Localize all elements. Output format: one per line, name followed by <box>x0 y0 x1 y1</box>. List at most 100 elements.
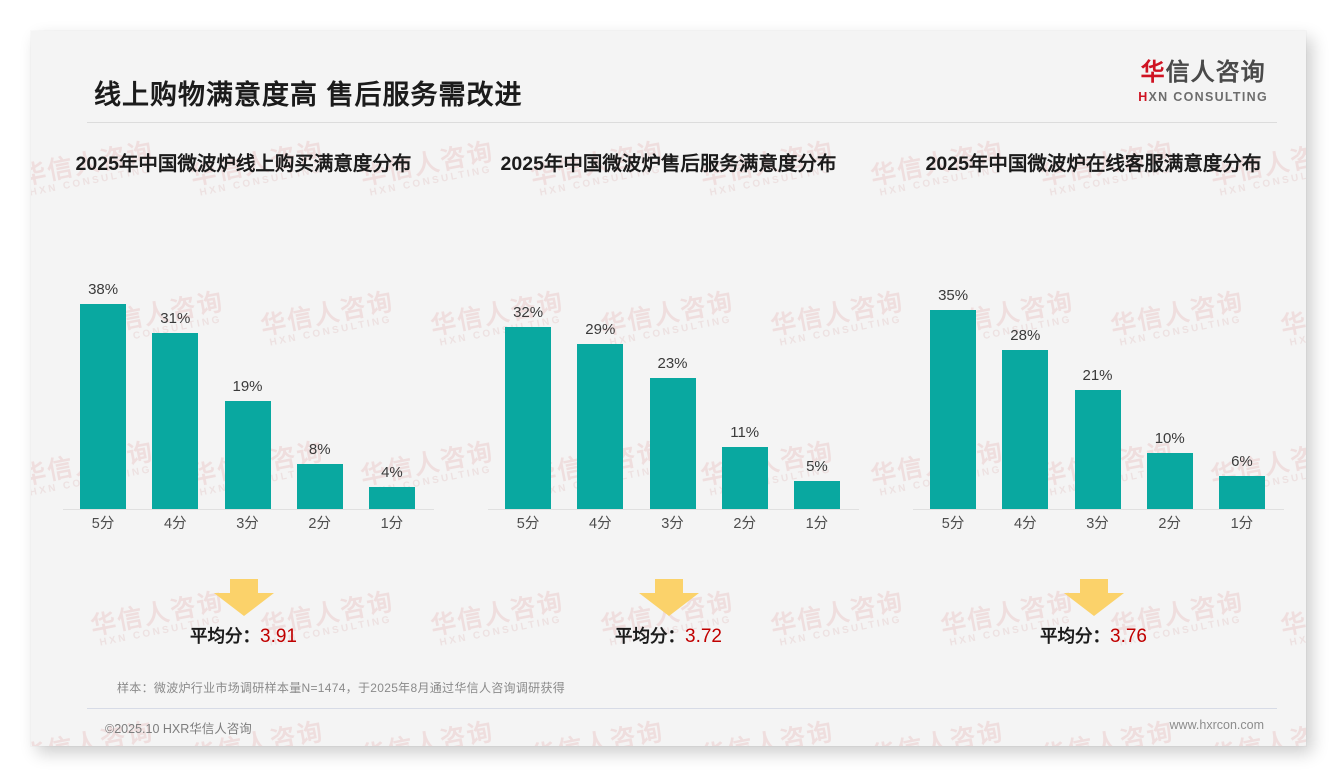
average-score-value: 3.91 <box>260 626 297 647</box>
average-score-block: 平均分：3.91 <box>31 579 456 648</box>
bar[interactable] <box>1074 390 1121 510</box>
bar[interactable] <box>1146 453 1193 510</box>
down-arrow-icon <box>213 579 274 616</box>
watermark-chinese: 华信人咨询 <box>868 717 1007 746</box>
watermark-english: HXN CONSULTING <box>704 744 839 746</box>
chart-panel-1: 2025年中国微波炉线上购买满意度分布 38% 31% 19% 8% 4% 5分 4分 3分 2分… <box>31 151 456 671</box>
bar-slot[interactable]: 10% <box>1134 281 1206 510</box>
bar[interactable] <box>368 487 415 510</box>
chart-plot-area: 38% 31% 19% 8% 4% 5分 4分 3分 2分 1分 <box>63 281 434 536</box>
footer-divider <box>87 708 1277 709</box>
watermark-chinese: 华信人咨询 <box>528 717 667 746</box>
x-tick-label: 5分 <box>91 516 115 532</box>
arrow-container <box>456 579 881 619</box>
chart-plot-area: 35% 28% 21% 10% 6% 5分 4分 3分 2分 1分 <box>913 281 1284 536</box>
charts-row: 2025年中国微波炉线上购买满意度分布 38% 31% 19% 8% 4% 5分 4分 3分 2分… <box>31 151 1306 671</box>
bar-slot[interactable]: 19% <box>211 281 283 510</box>
x-tick-label: 4分 <box>1014 516 1037 532</box>
bar-slot[interactable]: 35% <box>917 281 989 510</box>
average-score-label: 平均分： <box>190 626 260 646</box>
x-axis-tick-labels: 5分 4分 3分 2分 1分 <box>492 512 853 536</box>
x-axis-line <box>63 509 434 510</box>
bar-value-label: 28% <box>1010 327 1041 344</box>
slide-card: 华信人咨询 HXN CONSULTING 华信人咨询 HXN CONSULTING 华信… <box>31 31 1306 746</box>
bar[interactable] <box>505 327 552 510</box>
down-arrow-icon <box>1063 579 1124 616</box>
watermark-english: HXN CONSULTING <box>1044 744 1179 746</box>
bar-value-label: 32% <box>513 304 544 321</box>
bar-slot[interactable]: 5% <box>781 281 853 510</box>
bar-slot[interactable]: 32% <box>492 281 564 510</box>
bar[interactable] <box>649 378 696 510</box>
watermark-chinese: 华信人咨询 <box>358 717 497 746</box>
logo-chinese-first-char: 华 <box>1140 59 1166 86</box>
bar[interactable] <box>1002 350 1049 510</box>
bar[interactable] <box>224 401 271 510</box>
chart-panel-2: 2025年中国微波炉售后服务满意度分布 32% 29% 23% 11% 5% 5分 4分 3分 2… <box>456 151 881 671</box>
bar[interactable] <box>1218 476 1265 510</box>
bar-value-label: 10% <box>1154 430 1185 447</box>
bar-slot[interactable]: 28% <box>989 281 1061 510</box>
watermark-english: HXN CONSULTING <box>874 744 1009 746</box>
bar-value-label: 23% <box>657 355 688 372</box>
x-axis-line <box>488 509 859 510</box>
bar-slot[interactable]: 11% <box>709 281 781 510</box>
bar-value-label: 35% <box>938 287 969 304</box>
average-score-label: 平均分： <box>1040 626 1110 646</box>
arrow-container <box>31 579 456 619</box>
bar-slot[interactable]: 29% <box>564 281 636 510</box>
bar[interactable] <box>80 304 127 510</box>
bar-value-label: 38% <box>88 281 119 298</box>
watermark-english: HXN CONSULTING <box>364 744 499 746</box>
bar-slot[interactable]: 4% <box>356 281 428 510</box>
bar-slot[interactable]: 23% <box>636 281 708 510</box>
x-tick-label: 5分 <box>941 516 965 532</box>
bar-value-label: 6% <box>1231 453 1253 470</box>
slide-header: 线上购物满意度高 售后服务需改进 华信人咨询 HXN CONSULTING <box>31 31 1306 124</box>
bar[interactable] <box>930 310 977 510</box>
copyright-text: ©2025.10 HXR华信人咨询 <box>105 722 252 736</box>
bar-value-label: 8% <box>308 441 331 458</box>
watermark-chinese: 华信人咨询 <box>698 717 837 746</box>
logo-english: HXN CONSULTING <box>1138 90 1268 104</box>
x-tick-label: 3分 <box>236 516 259 532</box>
bar-group: 38% 31% 19% 8% 4% <box>67 281 428 510</box>
bar[interactable] <box>793 481 840 510</box>
average-score-value: 3.76 <box>1110 626 1147 647</box>
x-tick-label: 1分 <box>1230 516 1254 532</box>
bar-slot[interactable]: 31% <box>139 281 211 510</box>
bar-slot[interactable]: 8% <box>284 281 356 510</box>
chart-title: 2025年中国微波炉线上购买满意度分布 <box>75 153 412 175</box>
bar-value-label: 21% <box>1082 367 1113 384</box>
average-score-block: 平均分：3.72 <box>456 579 881 648</box>
x-tick-label: 2分 <box>308 516 331 532</box>
average-score-label: 平均分： <box>615 626 685 646</box>
x-tick-label: 5分 <box>516 516 540 532</box>
bar[interactable] <box>152 333 199 510</box>
chart-title: 2025年中国微波炉在线客服满意度分布 <box>925 153 1262 175</box>
average-score-block: 平均分：3.76 <box>881 579 1306 648</box>
bar-value-label: 4% <box>381 464 403 481</box>
x-tick-label: 1分 <box>380 516 404 532</box>
bar-slot[interactable]: 38% <box>67 281 139 510</box>
bar[interactable] <box>721 447 768 510</box>
bar-slot[interactable]: 21% <box>1061 281 1133 510</box>
x-tick-label: 2分 <box>733 516 756 532</box>
bar[interactable] <box>577 344 624 510</box>
average-score-value: 3.72 <box>685 626 722 647</box>
arrow-container <box>881 579 1306 619</box>
x-tick-label: 4分 <box>589 516 612 532</box>
bar-slot[interactable]: 6% <box>1206 281 1278 510</box>
watermark-chinese: 华信人咨询 <box>1038 717 1177 746</box>
average-score-line: 平均分：3.76 <box>881 623 1306 648</box>
x-axis-tick-labels: 5分 4分 3分 2分 1分 <box>67 512 428 536</box>
bar-value-label: 31% <box>160 310 191 327</box>
watermark-english: HXN CONSULTING <box>31 744 158 746</box>
bar[interactable] <box>296 464 343 510</box>
bar-value-label: 11% <box>730 424 760 441</box>
company-logo: 华信人咨询 HXN CONSULTING <box>1138 59 1268 104</box>
